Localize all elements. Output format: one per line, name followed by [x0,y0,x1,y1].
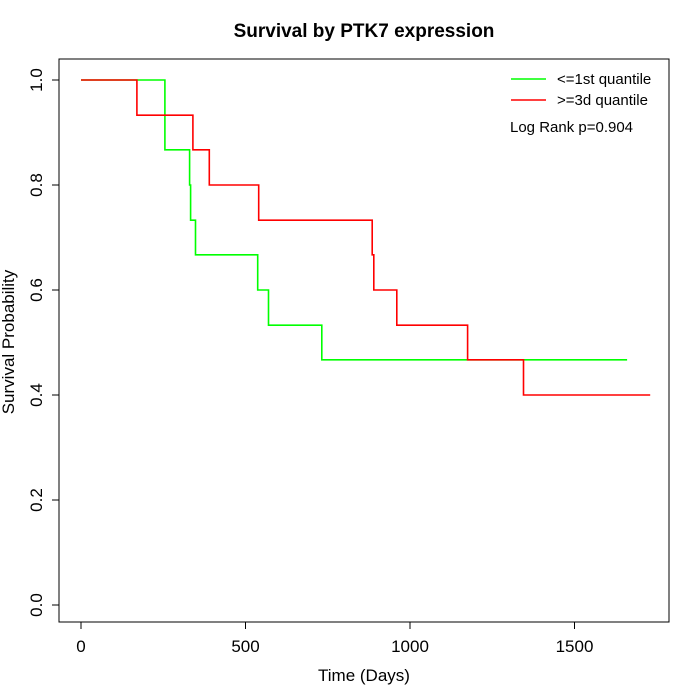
y-axis-label: Survival Probability [0,269,18,414]
x-tick-label: 1500 [556,637,594,656]
legend: <=1st quantile >=3d quantile [511,71,651,109]
chart-title: Survival by PTK7 expression [234,21,495,42]
y-tick-label: 0.8 [27,173,46,197]
y-axis: 0.0 0.2 0.4 0.6 0.8 1.0 [27,68,60,617]
y-tick-label: 0.6 [27,278,46,302]
series-line-1 [81,79,628,361]
legend-label-2: >=3d quantile [557,92,648,109]
y-tick-label: 0.2 [27,488,46,512]
x-axis-label: Time (Days) [318,666,410,685]
x-axis: 0 500 1000 1500 [76,621,594,656]
y-tick-label: 0.0 [27,593,46,617]
x-tick-label: 0 [76,637,85,656]
x-tick-label: 500 [231,637,259,656]
series-layer [81,79,651,396]
plot-frame [58,58,670,623]
y-tick-label: 0.4 [27,383,46,407]
log-rank-annotation: Log Rank p=0.904 [510,119,633,136]
series-line-2 [81,79,651,396]
legend-label-1: <=1st quantile [557,71,651,88]
x-tick-label: 1000 [391,637,429,656]
y-tick-label: 1.0 [27,68,46,92]
